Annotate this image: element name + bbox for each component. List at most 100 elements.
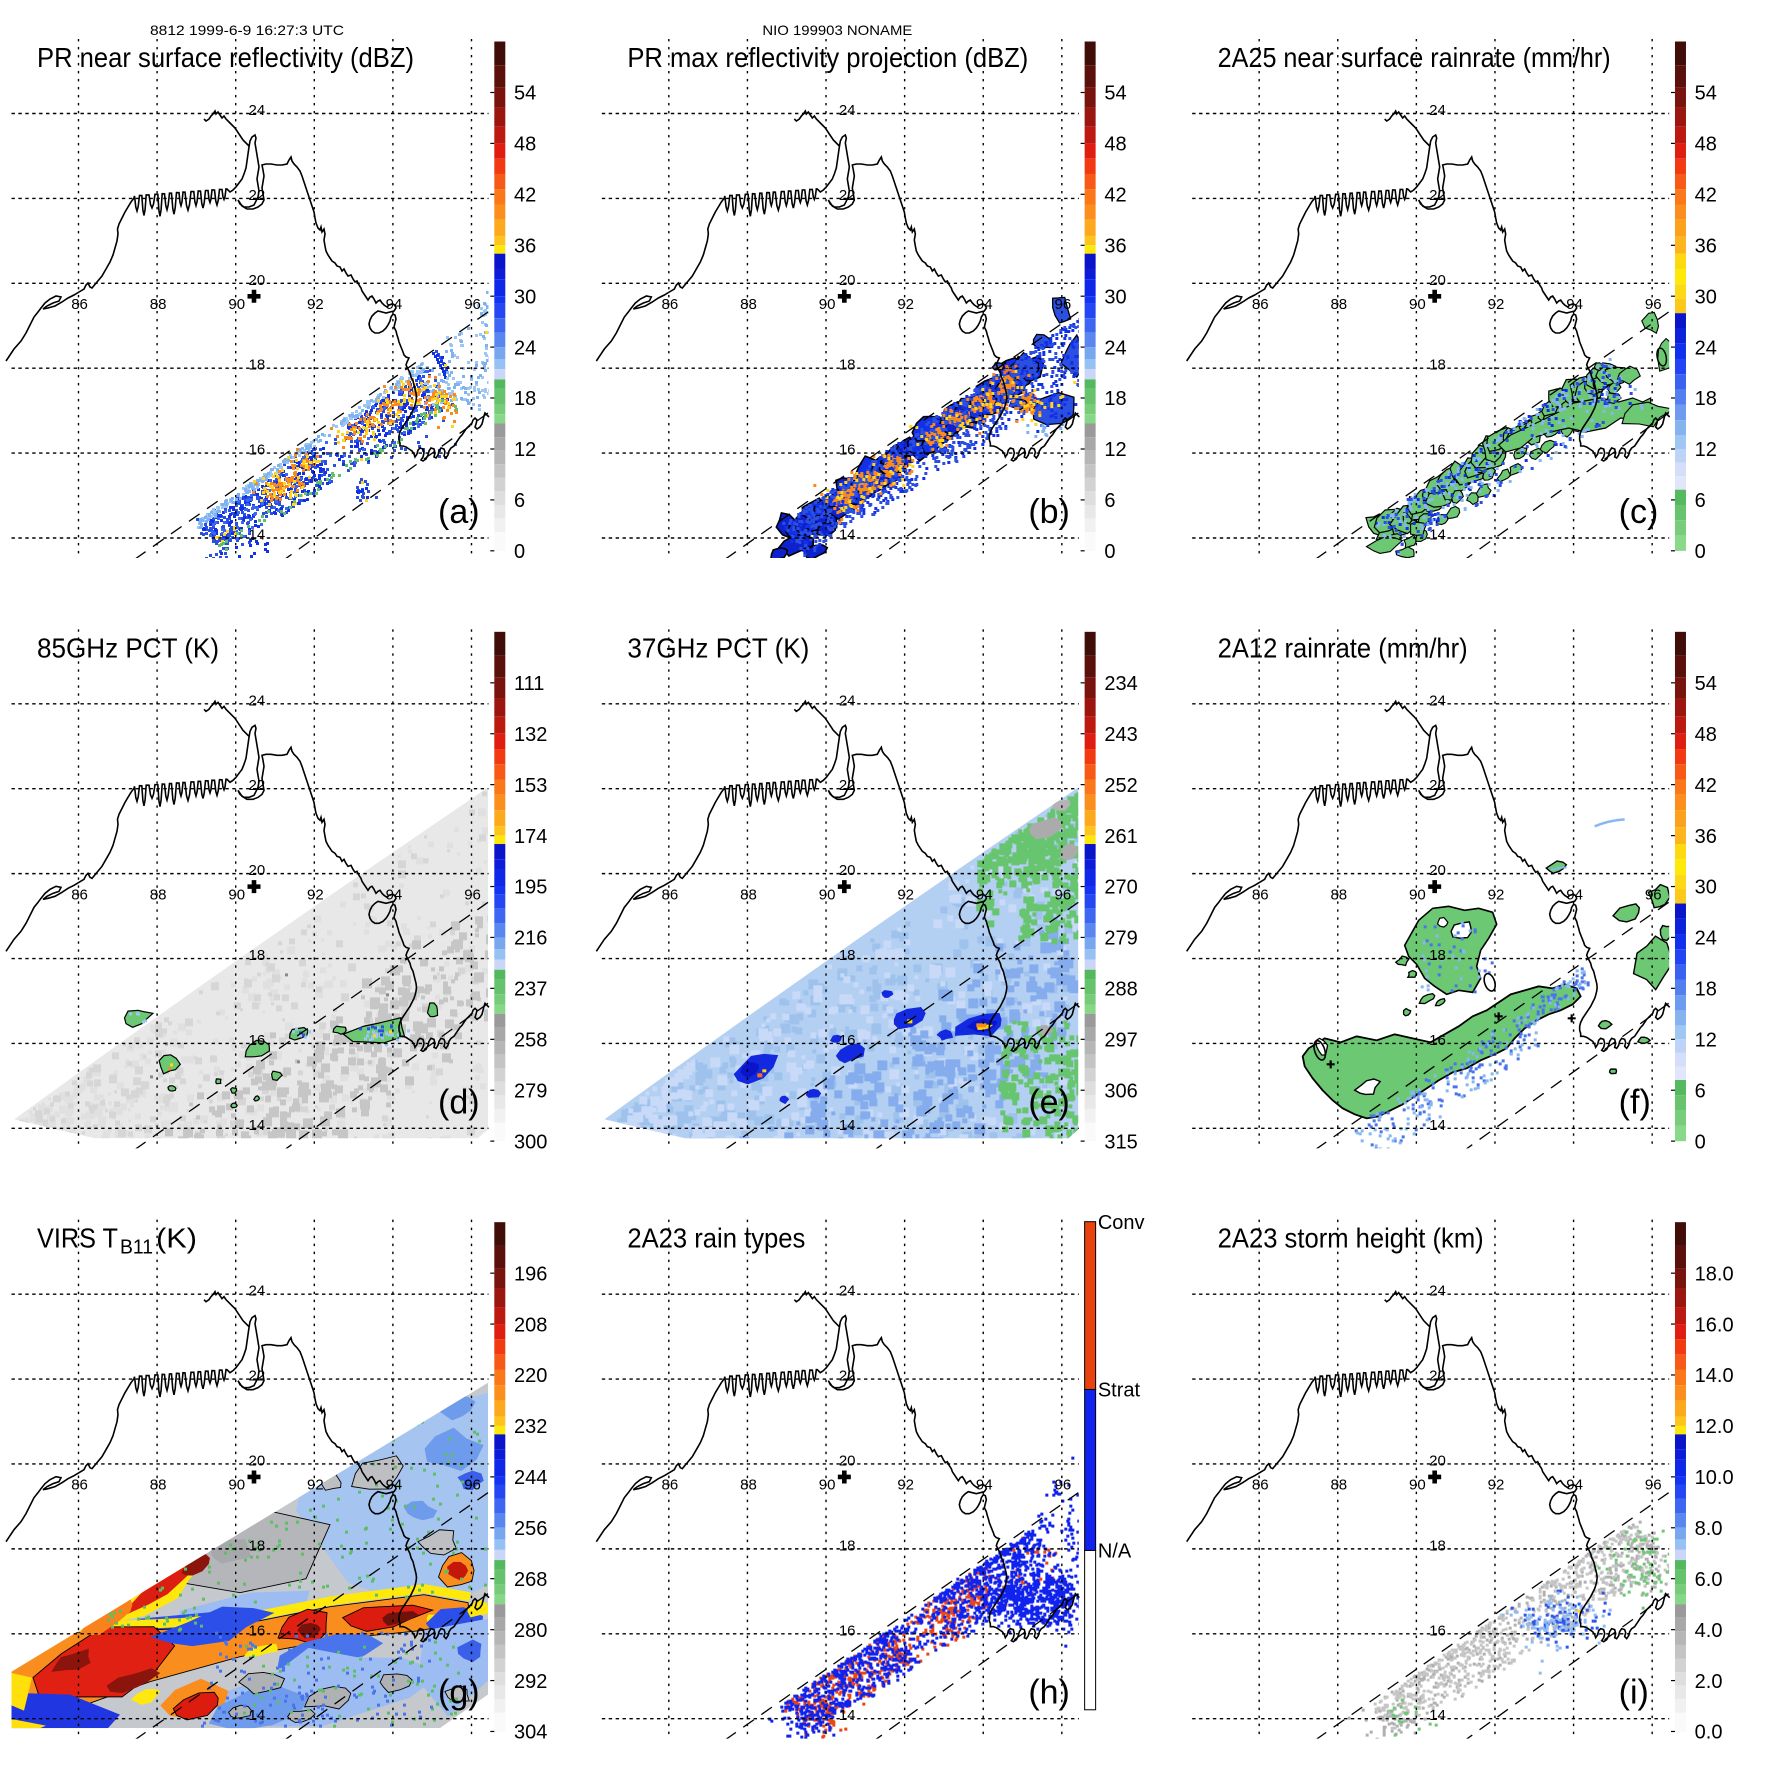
- svg-text:232: 232: [514, 1416, 547, 1438]
- svg-text:216: 216: [514, 928, 547, 950]
- svg-text:PR max reflectivity projection: PR max reflectivity projection (dBZ): [627, 42, 1028, 73]
- svg-text:220: 220: [514, 1365, 547, 1387]
- svg-text:24: 24: [1104, 337, 1126, 359]
- svg-text:304: 304: [514, 1722, 547, 1744]
- svg-text:153: 153: [514, 775, 547, 797]
- svg-text:54: 54: [514, 83, 536, 105]
- svg-text:0: 0: [1104, 541, 1115, 563]
- svg-text:315: 315: [1104, 1131, 1137, 1153]
- svg-text:6: 6: [1104, 490, 1115, 512]
- svg-text:18: 18: [1104, 388, 1126, 410]
- svg-text:48: 48: [1695, 724, 1717, 746]
- svg-text:(d): (d): [438, 1083, 480, 1121]
- svg-text:B11: B11: [120, 1237, 153, 1259]
- svg-text:6: 6: [514, 490, 525, 512]
- svg-text:12.0: 12.0: [1695, 1416, 1734, 1438]
- svg-text:132: 132: [514, 724, 547, 746]
- svg-text:Strat: Strat: [1098, 1380, 1141, 1402]
- svg-text:54: 54: [1104, 83, 1126, 105]
- svg-text:279: 279: [514, 1080, 547, 1102]
- svg-text:(i): (i): [1619, 1674, 1649, 1712]
- svg-text:(K): (K): [156, 1223, 197, 1254]
- svg-text:(b): (b): [1028, 493, 1070, 531]
- svg-text:279: 279: [1104, 928, 1137, 950]
- svg-text:10.0: 10.0: [1695, 1467, 1734, 1489]
- svg-text:6: 6: [1695, 490, 1706, 512]
- svg-text:2.0: 2.0: [1695, 1671, 1723, 1693]
- svg-text:24: 24: [1695, 928, 1717, 950]
- svg-text:18: 18: [1695, 388, 1717, 410]
- svg-text:14.0: 14.0: [1695, 1365, 1734, 1387]
- svg-text:300: 300: [514, 1131, 547, 1153]
- svg-text:VIRS T: VIRS T: [37, 1223, 118, 1254]
- svg-text:195: 195: [514, 877, 547, 899]
- svg-text:12: 12: [514, 439, 536, 461]
- svg-text:(a): (a): [438, 493, 480, 531]
- svg-text:297: 297: [1104, 1030, 1137, 1052]
- svg-text:24: 24: [1695, 337, 1717, 359]
- svg-text:208: 208: [514, 1314, 547, 1336]
- svg-text:36: 36: [514, 236, 536, 258]
- svg-text:42: 42: [514, 185, 536, 207]
- svg-text:30: 30: [1695, 286, 1717, 308]
- svg-text:6.0: 6.0: [1695, 1569, 1723, 1591]
- svg-text:2A25 near surface rainrate (mm: 2A25 near surface rainrate (mm/hr): [1218, 42, 1611, 73]
- svg-text:306: 306: [1104, 1080, 1137, 1102]
- svg-text:Conv: Conv: [1098, 1212, 1145, 1234]
- svg-text:234: 234: [1104, 673, 1137, 695]
- svg-text:292: 292: [514, 1671, 547, 1693]
- svg-text:6: 6: [1695, 1080, 1706, 1102]
- svg-text:N/A: N/A: [1098, 1541, 1132, 1563]
- svg-text:280: 280: [514, 1620, 547, 1642]
- svg-text:85GHz PCT (K): 85GHz PCT (K): [37, 632, 219, 663]
- svg-text:0: 0: [1695, 1131, 1706, 1153]
- svg-text:42: 42: [1695, 185, 1717, 207]
- svg-text:270: 270: [1104, 877, 1137, 899]
- svg-text:42: 42: [1104, 185, 1126, 207]
- svg-text:4.0: 4.0: [1695, 1620, 1723, 1642]
- svg-text:36: 36: [1695, 236, 1717, 258]
- svg-text:258: 258: [514, 1030, 547, 1052]
- svg-text:237: 237: [514, 979, 547, 1001]
- svg-text:48: 48: [514, 134, 536, 156]
- svg-text:(h): (h): [1028, 1674, 1070, 1712]
- svg-text:261: 261: [1104, 826, 1137, 848]
- svg-text:30: 30: [1104, 286, 1126, 308]
- svg-text:(f): (f): [1619, 1083, 1651, 1121]
- svg-text:2A12 rainrate (mm/hr): 2A12 rainrate (mm/hr): [1218, 632, 1468, 663]
- svg-text:(c): (c): [1619, 493, 1659, 531]
- svg-text:PR near surface reflectivity (: PR near surface reflectivity (dBZ): [37, 42, 414, 73]
- svg-text:NIO 199903 NONAME: NIO 199903 NONAME: [762, 22, 912, 38]
- svg-text:54: 54: [1695, 83, 1717, 105]
- svg-text:48: 48: [1104, 134, 1126, 156]
- svg-text:256: 256: [514, 1518, 547, 1540]
- svg-text:288: 288: [1104, 979, 1137, 1001]
- svg-text:54: 54: [1695, 673, 1717, 695]
- svg-text:2A23 rain types: 2A23 rain types: [627, 1223, 805, 1254]
- svg-text:244: 244: [514, 1467, 547, 1489]
- svg-text:16.0: 16.0: [1695, 1314, 1734, 1336]
- svg-text:0.0: 0.0: [1695, 1722, 1723, 1744]
- svg-text:12: 12: [1695, 439, 1717, 461]
- svg-text:12: 12: [1695, 1030, 1717, 1052]
- svg-text:24: 24: [514, 337, 536, 359]
- svg-text:0: 0: [1695, 541, 1706, 563]
- svg-text:36: 36: [1104, 236, 1126, 258]
- svg-text:174: 174: [514, 826, 547, 848]
- svg-text:(g): (g): [438, 1674, 480, 1712]
- svg-text:243: 243: [1104, 724, 1137, 746]
- svg-text:18: 18: [1695, 979, 1717, 1001]
- svg-text:18: 18: [514, 388, 536, 410]
- svg-text:37GHz PCT (K): 37GHz PCT (K): [627, 632, 809, 663]
- svg-text:196: 196: [514, 1263, 547, 1285]
- svg-text:8812 1999-6-9 16:27:3 UTC: 8812 1999-6-9 16:27:3 UTC: [150, 22, 344, 38]
- svg-text:0: 0: [514, 541, 525, 563]
- svg-text:268: 268: [514, 1569, 547, 1591]
- svg-text:2A23 storm height (km): 2A23 storm height (km): [1218, 1223, 1484, 1254]
- svg-text:30: 30: [1695, 877, 1717, 899]
- svg-text:30: 30: [514, 286, 536, 308]
- svg-text:252: 252: [1104, 775, 1137, 797]
- svg-text:18.0: 18.0: [1695, 1263, 1734, 1285]
- svg-text:12: 12: [1104, 439, 1126, 461]
- svg-text:48: 48: [1695, 134, 1717, 156]
